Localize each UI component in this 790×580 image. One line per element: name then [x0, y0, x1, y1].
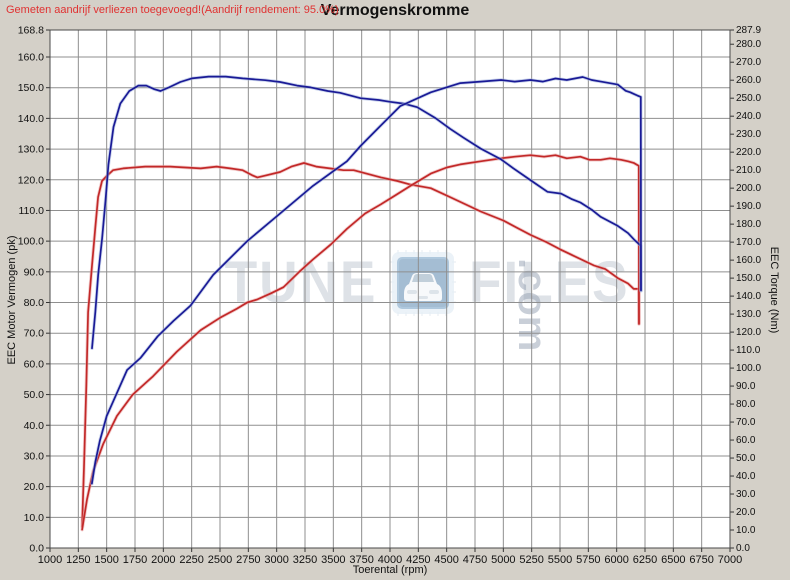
x-tick-label: 2500	[208, 554, 232, 566]
tuned-torque-line	[91, 75, 642, 350]
y-right-tick-label: 140.0	[736, 291, 761, 302]
x-tick-label: 3250	[293, 554, 317, 566]
y-right-tick-label: 190.0	[736, 201, 761, 212]
y-right-tick-label: 120.0	[736, 327, 761, 338]
y-right-tick-label: 130.0	[736, 309, 761, 320]
y-right-tick-label: 180.0	[736, 219, 761, 230]
x-tick-label: 6750	[689, 554, 713, 566]
page-title: Vermogenskromme	[320, 2, 470, 19]
y-right-tick-label: 0.0	[736, 543, 750, 554]
y-right-tick-label: 40.0	[736, 471, 756, 482]
y-right-tick-label: 230.0	[736, 129, 761, 140]
plot-border	[49, 29, 731, 549]
y-left-tick-label: 0.0	[29, 543, 44, 555]
y-right-axis-title: EEC Torque (Nm)	[768, 246, 780, 334]
y-right-tick-label: 287.9	[736, 25, 761, 36]
y-left-tick-label: 30.0	[24, 450, 45, 462]
y-right-tick-label: 260.0	[736, 75, 761, 86]
y-left-tick-label: 50.0	[24, 389, 45, 401]
x-tick-label: 4750	[463, 554, 487, 566]
y-right-tick-label: 100.0	[736, 363, 761, 374]
tuned-power-line	[91, 76, 642, 485]
y-right-tick-label: 270.0	[736, 57, 761, 68]
x-tick-label: 4500	[434, 554, 458, 566]
y-left-tick-label: 168.8	[18, 25, 44, 37]
y-right-tick-label: 110.0	[736, 345, 761, 356]
y-right-tick-label: 160.0	[736, 255, 761, 266]
y-right-tick-label: 280.0	[736, 39, 761, 50]
y-right-tick-label: 50.0	[736, 453, 756, 464]
x-tick-label: 4250	[406, 554, 430, 566]
x-tick-label: 2000	[151, 554, 175, 566]
x-tick-label: 6250	[633, 554, 657, 566]
y-left-tick-label: 120.0	[18, 174, 44, 186]
y-right-tick-label: 90.0	[736, 381, 756, 392]
x-tick-label: 5750	[576, 554, 600, 566]
x-tick-label: 1500	[94, 554, 118, 566]
drivetrain-loss-note: Gemeten aandrijf verliezen toegevoegd!(A…	[6, 4, 339, 16]
x-tick-label: 5250	[519, 554, 543, 566]
x-axis-title: Toerental (rpm)	[352, 564, 428, 576]
y-right-tick-label: 80.0	[736, 399, 756, 410]
y-left-tick-label: 80.0	[24, 297, 45, 309]
y-left-tick-label: 10.0	[24, 512, 45, 524]
x-tick-label: 2750	[236, 554, 260, 566]
y-left-tick-label: 160.0	[18, 52, 44, 64]
y-right-tick-label: 20.0	[736, 507, 756, 518]
y-left-tick-label: 70.0	[24, 328, 45, 340]
original-power-halo	[80, 153, 641, 532]
y-left-axis-title: EEC Motor Vermogen (pk)	[6, 235, 18, 365]
x-tick-label: 1000	[38, 554, 62, 566]
y-right-tick-label: 10.0	[736, 525, 756, 536]
y-right-tick-label: 200.0	[736, 183, 761, 194]
y-left-tick-label: 150.0	[18, 82, 44, 94]
x-tick-label: 3500	[321, 554, 345, 566]
y-right-tick-label: 170.0	[736, 237, 761, 248]
y-left-tick-label: 130.0	[18, 144, 44, 156]
y-left-tick-label: 100.0	[18, 236, 44, 248]
x-tick-label: 5000	[491, 554, 515, 566]
x-tick-label: 1250	[66, 554, 90, 566]
original-power-line	[81, 154, 640, 531]
x-tick-label: 3750	[349, 554, 373, 566]
tuned-power-halo	[90, 75, 643, 486]
y-right-tick-label: 240.0	[736, 111, 761, 122]
y-right-tick-label: 30.0	[736, 489, 756, 500]
x-tick-label: 3000	[264, 554, 288, 566]
x-tick-label: 6000	[604, 554, 628, 566]
y-left-tick-label: 40.0	[24, 420, 45, 432]
x-tick-label: 1750	[123, 554, 147, 566]
x-tick-label: 6500	[661, 554, 685, 566]
y-right-tick-label: 60.0	[736, 435, 756, 446]
x-tick-label: 7000	[718, 554, 742, 566]
y-left-tick-label: 140.0	[18, 113, 44, 125]
y-left-tick-label: 60.0	[24, 358, 45, 370]
y-left-tick-label: 20.0	[24, 481, 45, 493]
x-tick-label: 2250	[179, 554, 203, 566]
x-tick-label: 4000	[378, 554, 402, 566]
y-right-tick-label: 220.0	[736, 147, 761, 158]
y-right-tick-label: 210.0	[736, 165, 761, 176]
y-right-tick-label: 150.0	[736, 273, 761, 284]
y-left-tick-label: 110.0	[19, 205, 45, 217]
y-right-tick-label: 250.0	[736, 93, 761, 104]
x-tick-label: 5500	[548, 554, 572, 566]
y-right-tick-label: 70.0	[736, 417, 756, 428]
y-left-tick-label: 90.0	[24, 266, 45, 278]
